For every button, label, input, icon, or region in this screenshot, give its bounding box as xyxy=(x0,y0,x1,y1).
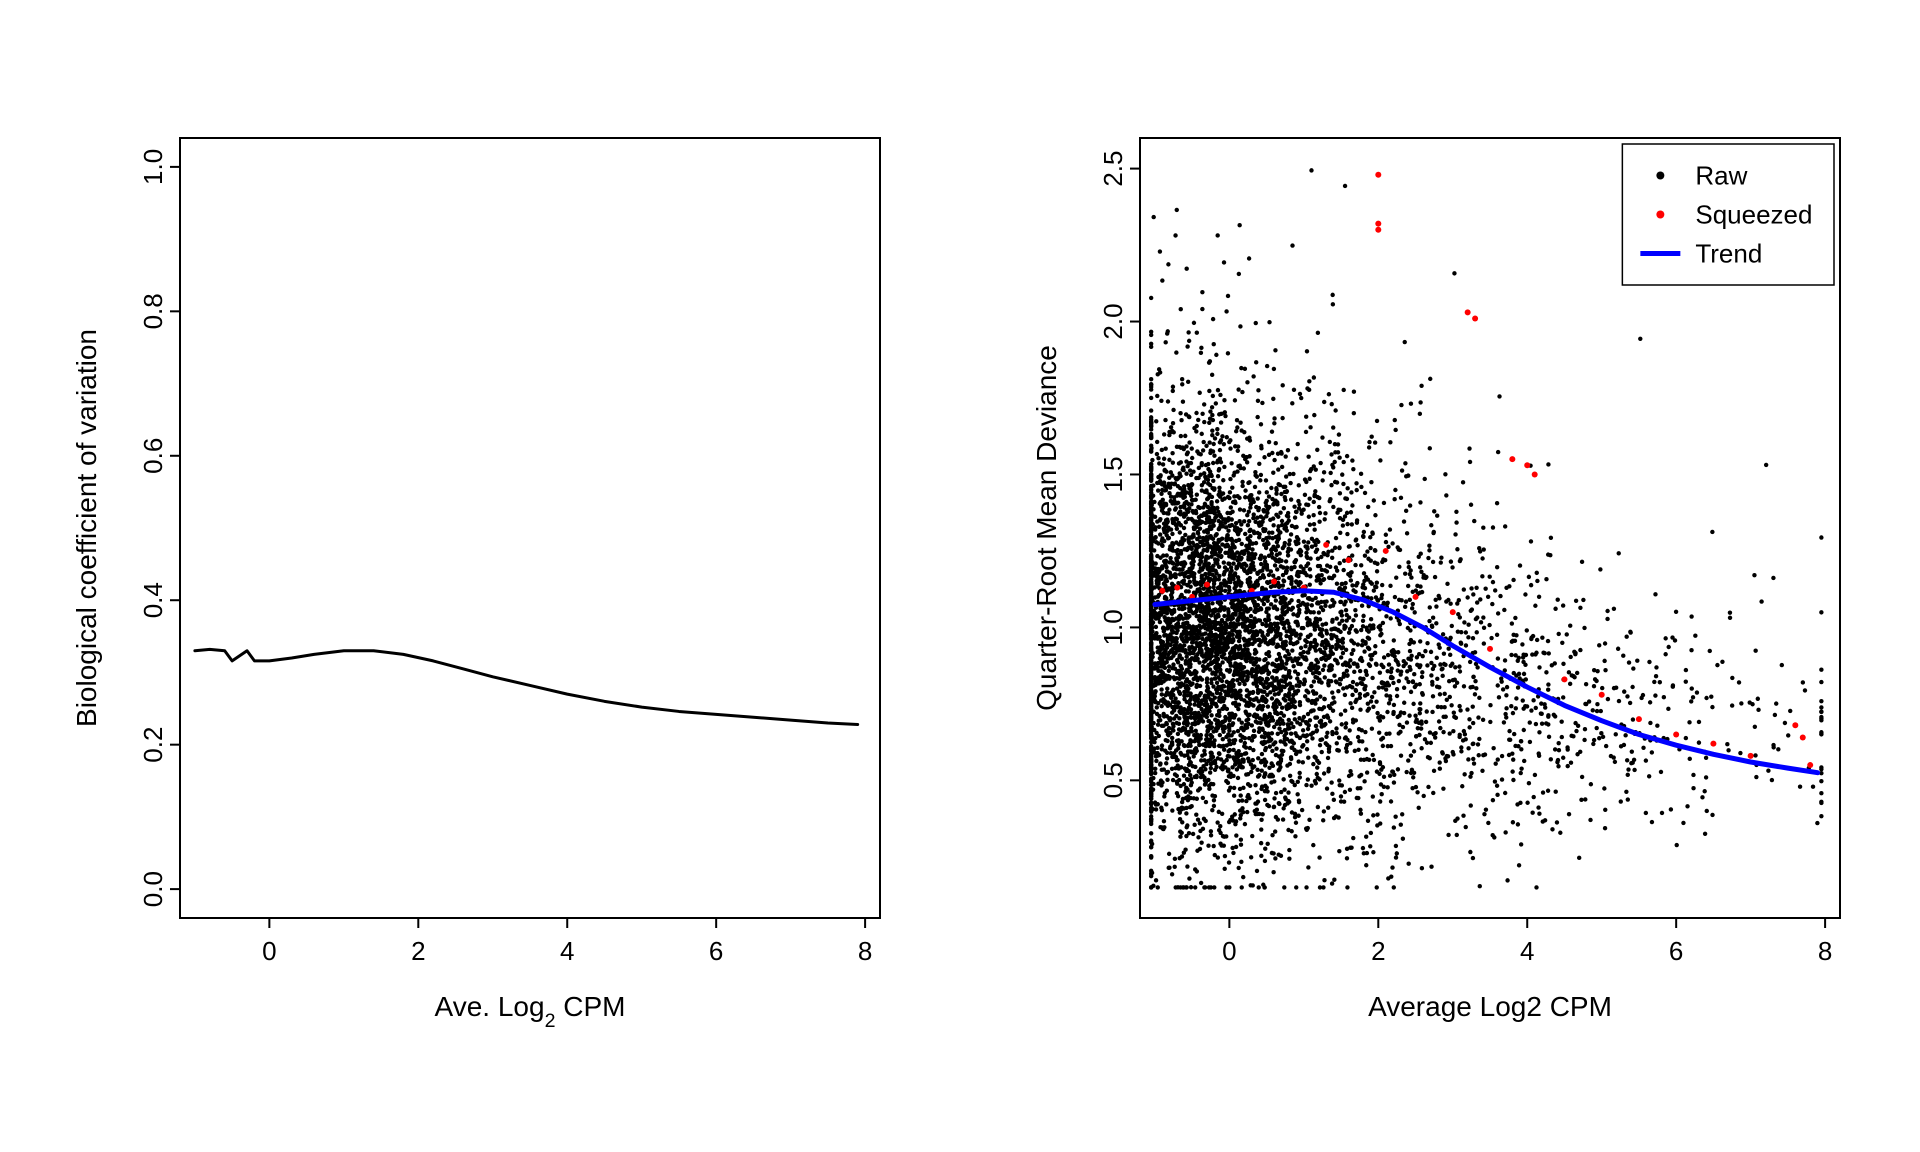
ytick-label: 0.0 xyxy=(138,871,168,907)
ytick-label: 0.4 xyxy=(138,582,168,618)
xtick-label: 0 xyxy=(1222,936,1236,966)
xtick-label: 2 xyxy=(411,936,425,966)
ytick-label: 0.5 xyxy=(1098,762,1128,798)
ytick-label: 1.0 xyxy=(138,148,168,184)
bcv-line xyxy=(195,649,858,724)
legend-label: Squeezed xyxy=(1695,199,1812,229)
ylabel: Biological coefficient of variation xyxy=(71,329,102,727)
legend-label: Trend xyxy=(1695,238,1762,268)
xtick-label: 2 xyxy=(1371,936,1385,966)
xtick-label: 4 xyxy=(560,936,574,966)
figure-container: 0 2 4 6 8 0.0 0.2 0.4 0.6 0.8 1.0 Ave. Log2 CPM Biol… xyxy=(0,0,1920,1152)
xtick-label: 8 xyxy=(1818,936,1832,966)
ytick-label: 2.5 xyxy=(1098,150,1128,186)
ytick-label: 0.8 xyxy=(138,293,168,329)
ylabel: Quarter-Root Mean Deviance xyxy=(1031,345,1062,711)
xtick-label: 4 xyxy=(1520,936,1534,966)
ytick-label: 0.2 xyxy=(138,726,168,762)
ytick-label: 1.5 xyxy=(1098,456,1128,492)
legend-label: Raw xyxy=(1695,160,1747,190)
panel-left: 0 2 4 6 8 0.0 0.2 0.4 0.6 0.8 1.0 Ave. Log2 CPM Biol… xyxy=(0,0,960,1152)
xlabel: Average Log2 CPM xyxy=(1368,991,1612,1022)
xtick-label: 0 xyxy=(262,936,276,966)
xtick-label: 6 xyxy=(709,936,723,966)
legend: Raw Squeezed Trend xyxy=(1622,144,1834,285)
xtick-label: 6 xyxy=(1669,936,1683,966)
ytick-label: 2.0 xyxy=(1098,303,1128,339)
panel-right: 0 2 4 6 8 0.5 1.0 1.5 2.0 2.5 Average Log2 CPM Quar… xyxy=(960,0,1920,1152)
ytick-label: 0.6 xyxy=(138,437,168,473)
xlabel: Ave. Log2 CPM xyxy=(435,991,626,1032)
ytick-label: 1.0 xyxy=(1098,609,1128,645)
xtick-label: 8 xyxy=(858,936,872,966)
